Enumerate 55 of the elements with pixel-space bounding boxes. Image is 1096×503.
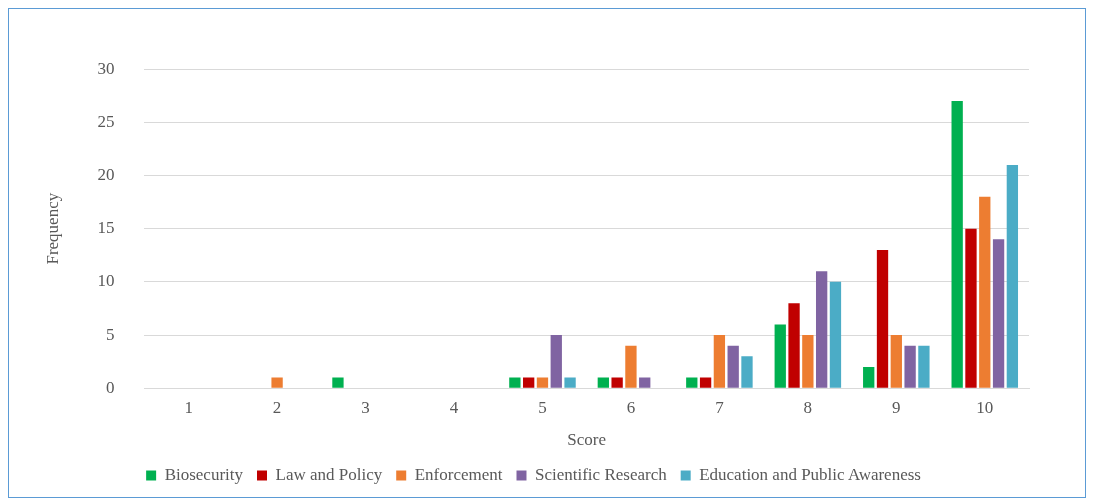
x-axis-title: Score <box>567 430 607 450</box>
bar <box>713 335 726 388</box>
bar <box>992 239 1005 388</box>
x-tick-label: 10 <box>976 397 994 417</box>
bar <box>699 377 712 388</box>
bar <box>611 377 623 388</box>
legend-label: Education and Public Awareness <box>699 464 921 484</box>
x-tick-label: 1 <box>184 397 193 417</box>
bar <box>597 377 609 388</box>
y-tick-label: 15 <box>97 218 115 238</box>
x-tick-label: 8 <box>803 397 813 417</box>
bar <box>741 356 753 388</box>
x-tick-label: 5 <box>538 397 547 417</box>
y-tick-label: 5 <box>105 324 115 344</box>
y-tick-label: 20 <box>97 165 115 184</box>
y-tick-label: 25 <box>97 111 115 131</box>
bar <box>979 196 991 388</box>
y-tick-label: 0 <box>105 377 115 397</box>
legend-label: Enforcement <box>414 464 503 484</box>
bar <box>523 377 535 388</box>
bar <box>271 377 283 388</box>
bar <box>863 366 875 388</box>
bar <box>788 303 800 388</box>
bar <box>951 101 963 388</box>
bar <box>890 335 902 388</box>
x-tick-label: 9 <box>892 397 901 417</box>
bar <box>1006 164 1019 388</box>
y-tick-label: 10 <box>97 271 115 291</box>
x-tick-label: 7 <box>715 397 725 417</box>
y-tick-label: 30 <box>97 58 115 78</box>
bar <box>904 345 916 388</box>
x-tick-label: 4 <box>449 397 459 417</box>
bar <box>965 228 977 388</box>
x-tick-label: 2 <box>272 397 282 417</box>
legend-label: Biosecurity <box>164 464 244 484</box>
bar <box>774 324 786 388</box>
bar <box>686 377 698 388</box>
x-tick-label: 6 <box>626 397 636 417</box>
x-tick-label: 3 <box>361 397 370 417</box>
bar <box>509 377 521 388</box>
bar <box>829 281 842 388</box>
bar <box>802 335 814 388</box>
bar <box>876 249 889 388</box>
bar <box>918 345 930 388</box>
bar <box>564 377 576 388</box>
y-axis-title: Frequency <box>42 192 62 265</box>
bar <box>815 271 828 388</box>
bar <box>536 377 549 388</box>
bar <box>550 335 562 388</box>
bar <box>727 345 739 388</box>
legend-label: Scientific Research <box>534 464 668 484</box>
legend-label: Law and Policy <box>275 464 383 484</box>
bar <box>332 377 344 388</box>
bar <box>639 377 651 388</box>
bar <box>625 345 637 388</box>
